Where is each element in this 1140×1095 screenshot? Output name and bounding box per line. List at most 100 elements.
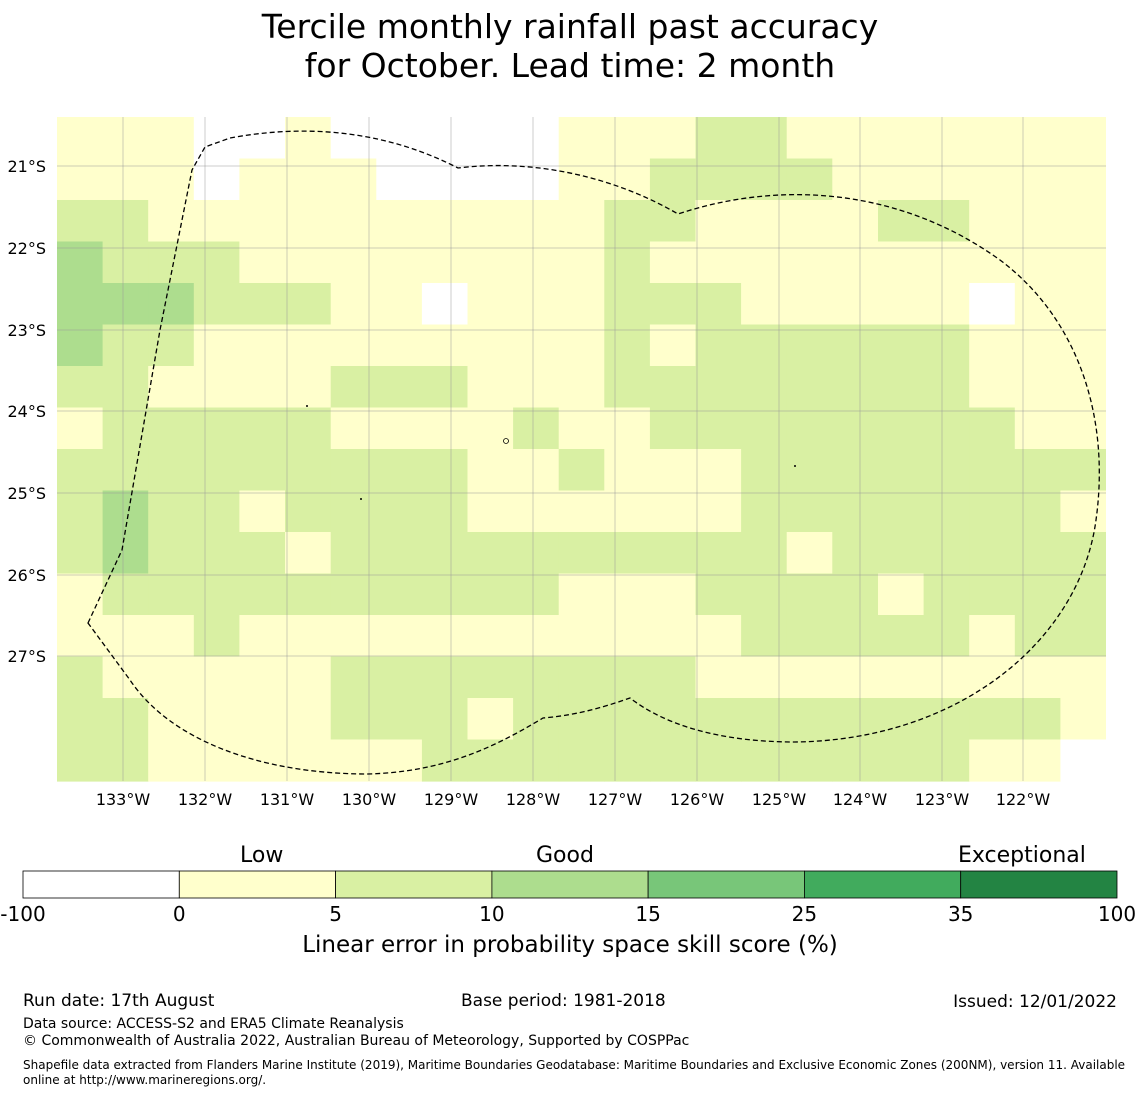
skill-cell <box>57 698 104 741</box>
skill-cell <box>239 698 286 741</box>
skill-cell <box>102 656 149 699</box>
base-period: Base period: 1981-2018 <box>461 991 666 1011</box>
skill-cell <box>604 200 651 243</box>
skill-cell <box>57 449 104 492</box>
colorbar-label-exceptional: Exceptional <box>958 843 1086 868</box>
skill-cell <box>102 366 149 409</box>
skill-cell <box>832 532 879 575</box>
skill-cell <box>330 366 377 409</box>
skill-cell <box>1014 532 1061 575</box>
skill-cell <box>467 241 514 284</box>
skill-cell <box>786 283 833 326</box>
skill-cell <box>467 656 514 699</box>
skill-cell <box>1060 532 1106 575</box>
skill-cell <box>786 407 833 450</box>
skill-cell <box>57 407 104 450</box>
latitude-label: 21°S <box>7 157 46 176</box>
skill-cell <box>649 490 697 533</box>
skill-cell <box>285 283 332 326</box>
skill-cell <box>421 366 469 409</box>
skill-cell <box>239 366 286 409</box>
skill-cell <box>102 283 149 326</box>
skill-cell <box>923 283 970 326</box>
skill-cell <box>649 200 697 243</box>
skill-cell <box>421 283 469 326</box>
issued-date: Issued: 12/01/2022 <box>953 992 1117 1012</box>
skill-cell <box>1014 739 1061 782</box>
skill-cell <box>923 615 970 658</box>
skill-cell <box>421 241 469 284</box>
skill-cell <box>421 324 469 367</box>
skill-cell <box>513 449 560 492</box>
skill-cell <box>878 615 925 658</box>
skill-cell <box>923 573 970 616</box>
skill-cell <box>695 241 742 284</box>
skill-cell <box>285 241 332 284</box>
skill-cell <box>1060 407 1106 450</box>
skill-cell <box>285 739 332 782</box>
skill-cell <box>878 158 925 201</box>
longitude-label: 129°W <box>424 790 479 809</box>
skill-cell <box>969 739 1016 782</box>
skill-cell <box>878 283 925 326</box>
skill-cell <box>285 656 332 699</box>
skill-cell <box>193 283 240 326</box>
skill-cell <box>786 324 833 367</box>
latitude-labels: 21°S 22°S 23°S 24°S 25°S 26°S 27°S <box>7 157 46 666</box>
colorbar-label-low: Low <box>240 843 284 868</box>
skill-cell <box>558 490 605 533</box>
skill-cell <box>467 449 514 492</box>
skill-cell <box>239 407 286 450</box>
skill-cell <box>239 532 286 575</box>
skill-cell <box>649 117 697 160</box>
skill-cell <box>558 241 605 284</box>
skill-cell <box>741 615 788 658</box>
skill-cell <box>923 324 970 367</box>
skill-cell <box>285 366 332 409</box>
skill-cell <box>239 200 286 243</box>
skill-cell <box>467 407 514 450</box>
colorbar-segment <box>178 870 337 899</box>
skill-cell <box>467 615 514 658</box>
skill-cell <box>649 698 697 741</box>
skill-cell <box>239 241 286 284</box>
skill-cell <box>239 449 286 492</box>
longitude-label: 133°W <box>96 790 151 809</box>
skill-cell <box>57 200 104 243</box>
skill-cell <box>969 158 1016 201</box>
skill-cell <box>467 117 514 160</box>
skill-cell <box>57 739 104 782</box>
skill-cell <box>1014 698 1061 741</box>
skill-cell <box>376 200 423 243</box>
skill-cell <box>330 324 377 367</box>
latitude-label: 24°S <box>7 402 46 421</box>
skill-cell <box>376 407 423 450</box>
colorbar-segment <box>335 870 493 899</box>
latitude-label: 26°S <box>7 566 46 585</box>
skill-cell <box>421 573 469 616</box>
skill-cell <box>330 283 377 326</box>
skill-cell <box>421 449 469 492</box>
longitude-label: 123°W <box>915 790 970 809</box>
skill-cell <box>604 573 651 616</box>
skill-cell <box>786 490 833 533</box>
skill-cell <box>604 117 651 160</box>
skill-cell <box>239 283 286 326</box>
skill-cell <box>1060 490 1106 533</box>
skill-cell <box>330 490 377 533</box>
skill-cell <box>969 117 1016 160</box>
skill-cell <box>1014 283 1061 326</box>
skill-cell <box>741 158 788 201</box>
skill-cell <box>513 283 560 326</box>
longitude-label: 130°W <box>342 790 397 809</box>
skill-cell <box>330 573 377 616</box>
skill-cell <box>376 490 423 533</box>
skill-cell <box>923 449 970 492</box>
skill-cell <box>239 117 286 160</box>
skill-cell <box>604 698 651 741</box>
skill-cell <box>1060 739 1106 782</box>
skill-cell <box>558 407 605 450</box>
skill-cell <box>969 407 1016 450</box>
skill-cell <box>1014 241 1061 284</box>
